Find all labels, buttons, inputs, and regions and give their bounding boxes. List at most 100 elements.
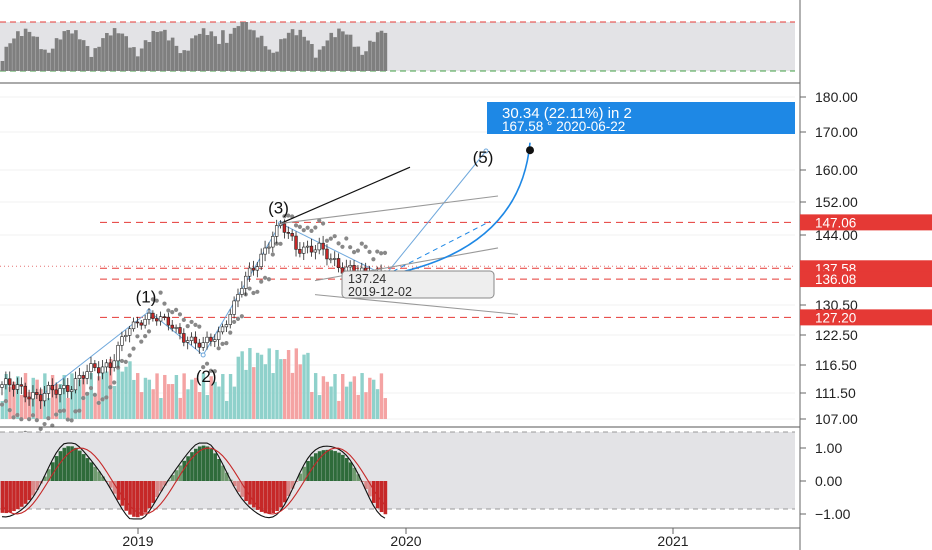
price-level-tag-label: 147.06 (815, 215, 856, 230)
oscillator-signal-red (1, 447, 386, 515)
oscillator-bar (201, 445, 206, 481)
volume-profile-bar (298, 29, 303, 71)
volume-bar (298, 364, 302, 419)
sar-dot (216, 346, 221, 351)
oscillator-bar (35, 481, 40, 490)
volume-bar (205, 395, 210, 419)
candle-body (313, 249, 318, 253)
volume-profile-bar (39, 49, 43, 71)
oscillator-bar (313, 453, 318, 481)
volume-bar (85, 392, 90, 419)
candle-body (216, 331, 221, 340)
oscillator-axis-ticks: 1.00 0.00 −1.00 (800, 440, 851, 522)
osc-tick-label: 0.00 (815, 473, 842, 489)
oscillator-bar (4, 481, 9, 514)
sar-dot (367, 249, 372, 254)
volume-profile-bar (252, 30, 256, 71)
oscillator-bar (283, 481, 287, 503)
volume-profile-bar (62, 31, 67, 71)
oscillator-bar (263, 481, 268, 514)
time-tick-label: 2020 (390, 533, 421, 549)
sar-dot (100, 397, 105, 402)
volume-bar (155, 373, 159, 419)
candle-body (151, 312, 155, 319)
oscillator-bar (341, 454, 345, 481)
sar-dot (38, 426, 43, 431)
oscillator-bar (147, 481, 152, 509)
candle-body (166, 316, 171, 326)
volume-bar (375, 389, 380, 419)
volume-profile-bar (244, 22, 248, 71)
candle-body (50, 385, 54, 391)
sar-dot (150, 297, 155, 302)
volume-bar (97, 376, 101, 419)
volume-bar (217, 386, 221, 419)
volume-bar (124, 366, 128, 419)
volume-profile-bar (317, 49, 322, 71)
volume-profile-bar (190, 38, 194, 71)
volume-profile-bar (360, 54, 364, 71)
price-level-tag (800, 214, 932, 231)
sar-dot (26, 417, 32, 422)
volume-profile-bar (4, 46, 9, 71)
candle-body (100, 366, 105, 374)
oscillator-bar (58, 451, 63, 481)
price-level-tag-label: 136.08 (815, 272, 856, 287)
volume-profile-bar (132, 47, 136, 71)
candle-body (162, 316, 167, 318)
candle-body (240, 288, 244, 295)
sar-dot (220, 341, 225, 346)
sar-dot (208, 368, 214, 373)
candle-body (158, 316, 163, 322)
volume-profile-bar (344, 34, 349, 71)
volume-profile-bar (329, 32, 334, 71)
oscillator-bar (89, 462, 94, 481)
oscillator-bar (379, 481, 384, 513)
oscillator-bar (333, 451, 337, 481)
sar-dot (247, 286, 252, 291)
volume-profile-bar (54, 38, 59, 71)
candle-body (263, 247, 267, 255)
oscillator-bar (120, 481, 125, 506)
volume-bar (159, 398, 163, 419)
candle-body (93, 363, 97, 368)
candle-body (329, 258, 333, 261)
price-tick-label: 144.00 (815, 227, 858, 243)
sar-dot (351, 250, 357, 255)
volume-bar (186, 389, 190, 419)
sar-dot (61, 408, 66, 413)
volume-profile-bar (35, 36, 40, 71)
volume-profile-bar (371, 41, 376, 71)
oscillator-bar (93, 466, 98, 481)
candle-body (77, 375, 82, 379)
volume-bar (54, 384, 59, 419)
candle-body (333, 258, 337, 260)
volume-profile-bar (89, 56, 94, 71)
volume-bar (259, 354, 264, 419)
price-tick-label: 180.00 (815, 89, 858, 105)
volume-profile-bar (283, 38, 287, 71)
oscillator-bar (371, 481, 376, 503)
sar-dot (158, 290, 163, 295)
sar-dot (255, 289, 260, 294)
volume-bar (244, 369, 248, 419)
volume-profile-bar (47, 52, 51, 71)
volume-profile-bar (43, 49, 47, 71)
volume-bars (0, 348, 387, 419)
sar-dot (379, 251, 384, 256)
osc-tick-label: 1.00 (815, 440, 842, 456)
candle-body (236, 294, 240, 302)
candle-body (15, 384, 20, 390)
volume-bar (209, 376, 213, 419)
oscillator-bar (178, 465, 183, 481)
oscillator-bar (143, 481, 148, 513)
oscillator-bar (224, 472, 229, 481)
volume-profile-bar (228, 33, 233, 71)
wave-segment-4 (384, 150, 487, 276)
sar-dot (336, 241, 341, 246)
volume-profile-bar (279, 39, 283, 71)
volume-bar (333, 374, 337, 419)
volume-bar (371, 379, 376, 419)
volume-bar (4, 374, 8, 419)
